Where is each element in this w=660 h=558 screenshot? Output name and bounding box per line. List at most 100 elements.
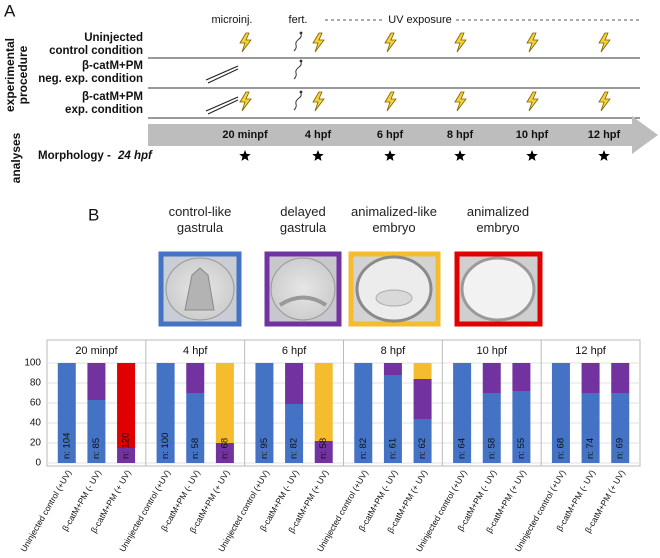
group-title: 10 hpf (476, 345, 508, 357)
y-tick-label: 80 (30, 378, 42, 389)
y-tick-label: 100 (24, 358, 41, 369)
embryo-image (264, 251, 342, 327)
side-label: procedure (16, 45, 30, 104)
sperm-icon (293, 92, 302, 111)
bar-segment (482, 393, 501, 463)
uv-icon (454, 32, 467, 53)
x-tick-label: Uninjected control (+UV) (18, 468, 73, 554)
sample-size: n: 64 (457, 438, 468, 459)
timepoint-label: 6 hpf (377, 129, 404, 141)
bar-segment (551, 363, 570, 463)
bar-segment (57, 363, 76, 463)
bar-segment (215, 363, 234, 443)
bar-segment (581, 393, 600, 463)
bar-segment (186, 393, 205, 463)
morphology-time: 24 hpf (117, 150, 153, 162)
bar-segment (453, 363, 472, 463)
bar-segment (156, 363, 175, 463)
bar-segment (611, 363, 630, 393)
legend-label: animalized-like embryo (351, 204, 437, 235)
analysis-star (239, 150, 251, 161)
bar-segment (285, 404, 304, 463)
bar-segment (413, 363, 432, 379)
legend-label: animalized embryo (466, 204, 530, 235)
sample-size: n: 58 (190, 438, 201, 459)
bar-segment (383, 363, 402, 375)
row-label: β-catM+PM (82, 91, 143, 103)
y-tick-label: 40 (30, 418, 42, 429)
y-tick-label: 20 (30, 438, 42, 449)
bar-segment (285, 363, 304, 404)
sample-size: n: 74 (585, 438, 596, 459)
side-label: analyses (9, 132, 23, 183)
bar-segment (413, 379, 432, 419)
legend-label: control-like gastrula (168, 204, 232, 235)
sample-size: n: 55 (516, 438, 527, 459)
bar-segment (512, 391, 531, 463)
timepoint-label: 20 minpf (222, 129, 268, 141)
sample-size: n: 85 (91, 438, 102, 459)
bar-segment (512, 363, 531, 391)
side-label: experimental (3, 38, 17, 112)
sample-size: n: 95 (259, 438, 270, 459)
bar-segment (314, 441, 333, 463)
group-title: 20 minpf (75, 345, 118, 357)
bar-segment (255, 363, 274, 463)
bar-segment (314, 363, 333, 441)
analysis-star (454, 150, 466, 161)
needle-icon (205, 96, 239, 112)
morphology-label: Morphology - (38, 150, 111, 162)
bar-segment (611, 393, 630, 463)
timepoint-label: 8 hpf (447, 129, 474, 141)
bar-segment (413, 419, 432, 463)
column-header: fert. (289, 14, 308, 26)
timepoint-label: 12 hpf (588, 129, 621, 141)
needle-icon (207, 99, 239, 115)
bar-segment (87, 400, 106, 463)
timepoint-label: 10 hpf (516, 129, 549, 141)
needle-icon (205, 65, 239, 81)
bar-segment (482, 363, 501, 393)
uv-icon (526, 32, 539, 53)
uv-icon (526, 91, 539, 112)
sample-size: n: 82 (358, 438, 369, 459)
sample-size: n: 58 (318, 438, 329, 459)
panel-label: A (4, 1, 16, 20)
bar-segment (186, 363, 205, 393)
sample-size: n: 68 (555, 438, 566, 459)
uv-icon (384, 91, 397, 112)
y-tick-label: 60 (30, 398, 42, 409)
sample-size: n: 69 (615, 438, 626, 459)
bar-segment (383, 375, 402, 463)
sperm-icon (299, 31, 303, 35)
bar-segment (215, 443, 234, 463)
sample-size: n: 104 (61, 433, 72, 459)
sample-size: n: 61 (387, 438, 398, 459)
row-label: Uninjected (84, 32, 143, 44)
needle-icon (207, 68, 239, 84)
uv-icon (239, 91, 252, 112)
group-title: 12 hpf (575, 345, 607, 357)
embryo-image (158, 251, 242, 327)
row-label: neg. exp. condition (38, 73, 143, 85)
group-title: 6 hpf (282, 345, 307, 357)
panel-label: B (88, 205, 99, 224)
sperm-icon (293, 33, 302, 52)
uv-icon (239, 32, 252, 53)
timepoint-label: 4 hpf (305, 129, 332, 141)
uv-icon (598, 32, 611, 53)
uv-icon (384, 32, 397, 53)
bar-segment (354, 363, 373, 463)
sample-size: n: 62 (417, 438, 428, 459)
analysis-star (312, 150, 324, 161)
group-title: 8 hpf (381, 345, 406, 357)
sample-size: n: 100 (160, 433, 171, 459)
column-header: UV exposure (388, 14, 452, 26)
analysis-star (526, 150, 538, 161)
uv-icon (454, 91, 467, 112)
bar-segment (87, 363, 106, 400)
sample-size: n: 58 (486, 438, 497, 459)
row-label: exp. condition (65, 104, 143, 116)
